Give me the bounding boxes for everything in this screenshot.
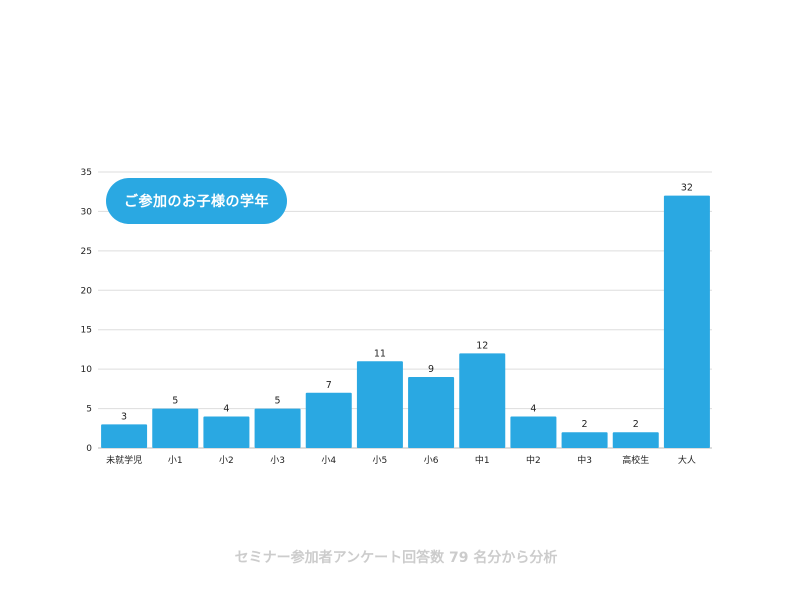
data-label: 11 bbox=[374, 348, 386, 359]
data-labels: 3 5 4 5 7 11 9 12 4 2 2 32 bbox=[121, 183, 693, 431]
x-tick-label: 大人 bbox=[678, 454, 696, 466]
bar bbox=[561, 432, 608, 448]
y-axis-ticks: 0 5 10 15 20 25 30 35 bbox=[81, 168, 93, 454]
bar bbox=[203, 416, 250, 448]
footer-caption: セミナー参加者アンケート回答数 79 名分から分析 bbox=[234, 550, 558, 566]
bar bbox=[459, 353, 506, 448]
x-tick-label: 高校生 bbox=[622, 454, 649, 466]
y-tick-label: 10 bbox=[81, 365, 93, 375]
data-label: 4 bbox=[530, 403, 536, 414]
x-tick-label: 小5 bbox=[373, 455, 388, 466]
bar bbox=[152, 408, 199, 448]
bar bbox=[510, 416, 557, 448]
x-tick-label: 中2 bbox=[526, 454, 541, 466]
x-tick-label: 小1 bbox=[168, 455, 183, 466]
bar bbox=[612, 432, 659, 448]
bars bbox=[101, 195, 710, 448]
y-tick-label: 5 bbox=[86, 405, 92, 415]
bar bbox=[305, 392, 352, 448]
data-label: 4 bbox=[223, 403, 229, 414]
data-label: 5 bbox=[172, 396, 178, 407]
bar bbox=[663, 195, 710, 448]
y-tick-label: 20 bbox=[81, 286, 93, 296]
x-tick-label: 中3 bbox=[577, 454, 592, 466]
data-label: 5 bbox=[275, 396, 281, 407]
chart-title: ご参加のお子様の学年 bbox=[106, 178, 287, 224]
y-tick-label: 35 bbox=[81, 168, 92, 178]
x-tick-label: 未就学児 bbox=[106, 454, 142, 466]
data-label: 2 bbox=[633, 419, 639, 430]
data-label: 2 bbox=[582, 419, 588, 430]
bar bbox=[101, 424, 148, 448]
x-tick-label: 小4 bbox=[321, 455, 336, 466]
y-tick-label: 15 bbox=[81, 326, 92, 336]
y-tick-label: 25 bbox=[81, 247, 92, 257]
x-tick-label: 小3 bbox=[270, 455, 285, 466]
bar bbox=[356, 361, 403, 448]
x-tick-label: 小6 bbox=[424, 455, 439, 466]
data-label: 32 bbox=[681, 183, 693, 194]
bar bbox=[254, 408, 301, 448]
x-axis-categories: 未就学児 小1 小2 小3 小4 小5 小6 中1 中2 中3 高校生 大人 bbox=[106, 454, 696, 466]
data-label: 3 bbox=[121, 411, 127, 422]
y-tick-label: 30 bbox=[81, 207, 93, 217]
bar bbox=[408, 377, 455, 448]
y-tick-label: 0 bbox=[86, 444, 92, 454]
data-label: 12 bbox=[476, 340, 488, 351]
x-tick-label: 中1 bbox=[475, 454, 490, 466]
data-label: 9 bbox=[428, 364, 434, 375]
data-label: 7 bbox=[326, 380, 332, 391]
x-tick-label: 小2 bbox=[219, 455, 234, 466]
